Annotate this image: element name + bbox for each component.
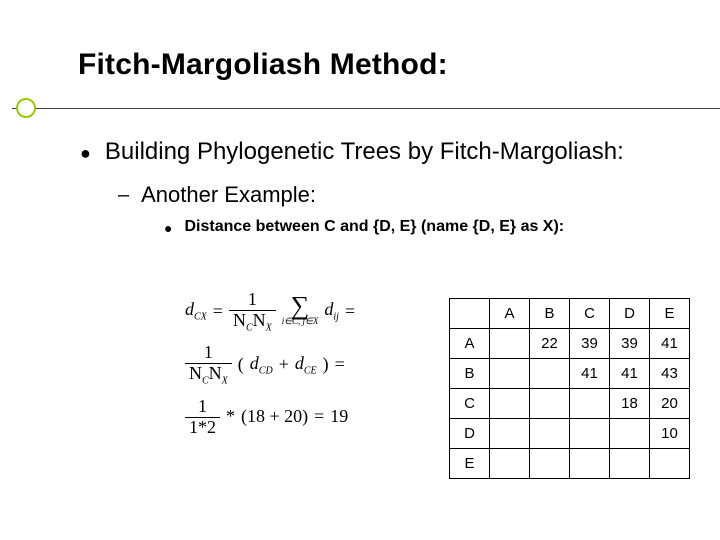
- bullet-level-1: ● Building Phylogenetic Trees by Fitch-M…: [80, 138, 670, 168]
- matrix-cell: [610, 449, 650, 479]
- matrix-header: D: [610, 299, 650, 329]
- matrix-row: A 22 39 39 41: [450, 329, 690, 359]
- matrix-cell: [530, 359, 570, 389]
- matrix-row: D 10: [450, 419, 690, 449]
- formula-block: dCX = 1 NCNX ∑ i∈C, j∈X dij = 1 NCNX ( d…: [185, 290, 415, 447]
- formula-row-1: dCX = 1 NCNX ∑ i∈C, j∈X dij =: [185, 290, 415, 333]
- formula-row-2: 1 NCNX ( dCD + dCE ) =: [185, 343, 415, 386]
- bullet-level-2: – Another Example:: [118, 182, 670, 208]
- matrix-cell: [490, 359, 530, 389]
- matrix-cell: 22: [530, 329, 570, 359]
- matrix-cell: 18: [610, 389, 650, 419]
- dash-icon: –: [118, 182, 129, 208]
- frac-1-12: 1 1*2: [185, 397, 220, 438]
- level3-text: Distance between C and {D, E} (name {D, …: [184, 218, 564, 236]
- matrix-header: [450, 299, 490, 329]
- content-area: ● Building Phylogenetic Trees by Fitch-M…: [78, 138, 670, 238]
- matrix-cell: 39: [610, 329, 650, 359]
- frac-1-ncnx: 1 NCNX: [229, 290, 276, 333]
- matrix-header: A: [490, 299, 530, 329]
- level1-text: Building Phylogenetic Trees by Fitch-Mar…: [105, 138, 624, 166]
- formula-row-3: 1 1*2 * (18 + 20) = 19: [185, 397, 415, 438]
- matrix-header: E: [650, 299, 690, 329]
- equals: =: [213, 302, 223, 322]
- matrix-row: E: [450, 449, 690, 479]
- matrix-cell: [530, 419, 570, 449]
- matrix-header-row: A B C D E: [450, 299, 690, 329]
- matrix-cell: [490, 449, 530, 479]
- matrix-row-label: D: [450, 419, 490, 449]
- matrix-cell: 41: [610, 359, 650, 389]
- matrix-cell: [570, 449, 610, 479]
- matrix-cell: [610, 419, 650, 449]
- matrix-cell: 10: [650, 419, 690, 449]
- matrix-header: C: [570, 299, 610, 329]
- bullet-icon: ●: [80, 138, 91, 168]
- matrix-cell: [490, 389, 530, 419]
- bullet-level-3: ● Distance between C and {D, E} (name {D…: [164, 218, 670, 238]
- matrix-row-label: C: [450, 389, 490, 419]
- distance-matrix: A B C D E A 22 39 39 41 B 41 41 43 C 1: [449, 298, 690, 479]
- matrix-cell: [490, 419, 530, 449]
- matrix-cell: [490, 329, 530, 359]
- matrix-cell: [570, 419, 610, 449]
- bullet-icon: ●: [164, 218, 172, 238]
- accent-circle-icon: [16, 98, 36, 118]
- matrix-cell: 39: [570, 329, 610, 359]
- matrix-cell: 41: [570, 359, 610, 389]
- matrix-row: C 18 20: [450, 389, 690, 419]
- matrix-cell: [570, 389, 610, 419]
- equals: =: [345, 302, 355, 322]
- matrix-cell: [530, 449, 570, 479]
- matrix-row-label: B: [450, 359, 490, 389]
- matrix-row-label: A: [450, 329, 490, 359]
- title-underline: [12, 108, 720, 109]
- frac-1-ncnx-2: 1 NCNX: [185, 343, 232, 386]
- matrix-cell: 43: [650, 359, 690, 389]
- slide-title: Fitch-Margoliash Method:: [78, 48, 670, 82]
- dcx: dCX: [185, 300, 207, 323]
- level2-text: Another Example:: [141, 182, 316, 208]
- sigma: ∑ i∈C, j∈X: [282, 296, 319, 327]
- matrix-cell: [650, 449, 690, 479]
- matrix-cell: [530, 389, 570, 419]
- matrix-row-label: E: [450, 449, 490, 479]
- matrix-cell: 20: [650, 389, 690, 419]
- matrix-cell: 41: [650, 329, 690, 359]
- matrix-row: B 41 41 43: [450, 359, 690, 389]
- matrix-header: B: [530, 299, 570, 329]
- dij: dij: [324, 300, 339, 323]
- slide: Fitch-Margoliash Method: ● Building Phyl…: [0, 0, 720, 540]
